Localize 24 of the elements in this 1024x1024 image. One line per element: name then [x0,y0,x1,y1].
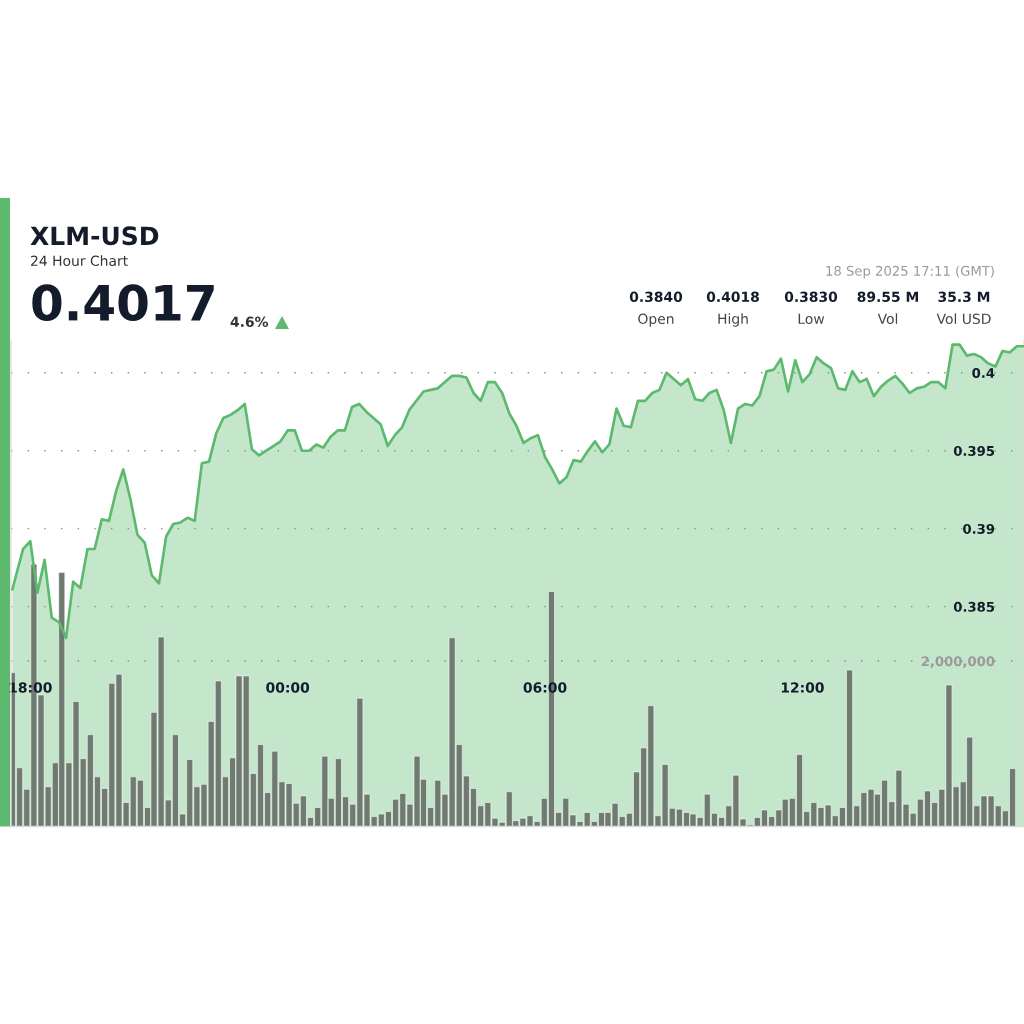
text: Vol USD [936,313,991,325]
x-tick-label: 18:00 [9,682,52,693]
text: 4.6% [230,316,269,328]
text: Open [638,313,674,327]
y-tick-label: 0.4 [972,367,995,378]
y2-tick-label: 2,000,000 [921,656,995,668]
x-tick-label: 00:00 [266,682,310,693]
x-tick-label: 12:00 [781,682,824,693]
y-tick-label: 0.395 [953,445,995,456]
chart-subtitle: 24 Hour Chart [31,255,128,267]
text: 0.3840 [629,291,683,303]
text: 35.3 M [938,291,990,303]
text: 89.55 M [857,291,919,303]
y-tick-label: 0.39 [963,523,995,534]
x-tick-label: 06:00 [523,682,567,693]
text: 0.4018 [706,291,759,303]
y-tick-label: 0.385 [953,601,995,612]
text: 0.3830 [784,291,838,303]
text: Vol [877,313,898,325]
text: Low [798,313,825,325]
text: 18 Sep 2025 17:11 (GMT) [826,265,994,279]
text: High [718,313,748,327]
text: 0.4017 [32,284,214,322]
chart-title: XLM-USD [30,226,159,246]
